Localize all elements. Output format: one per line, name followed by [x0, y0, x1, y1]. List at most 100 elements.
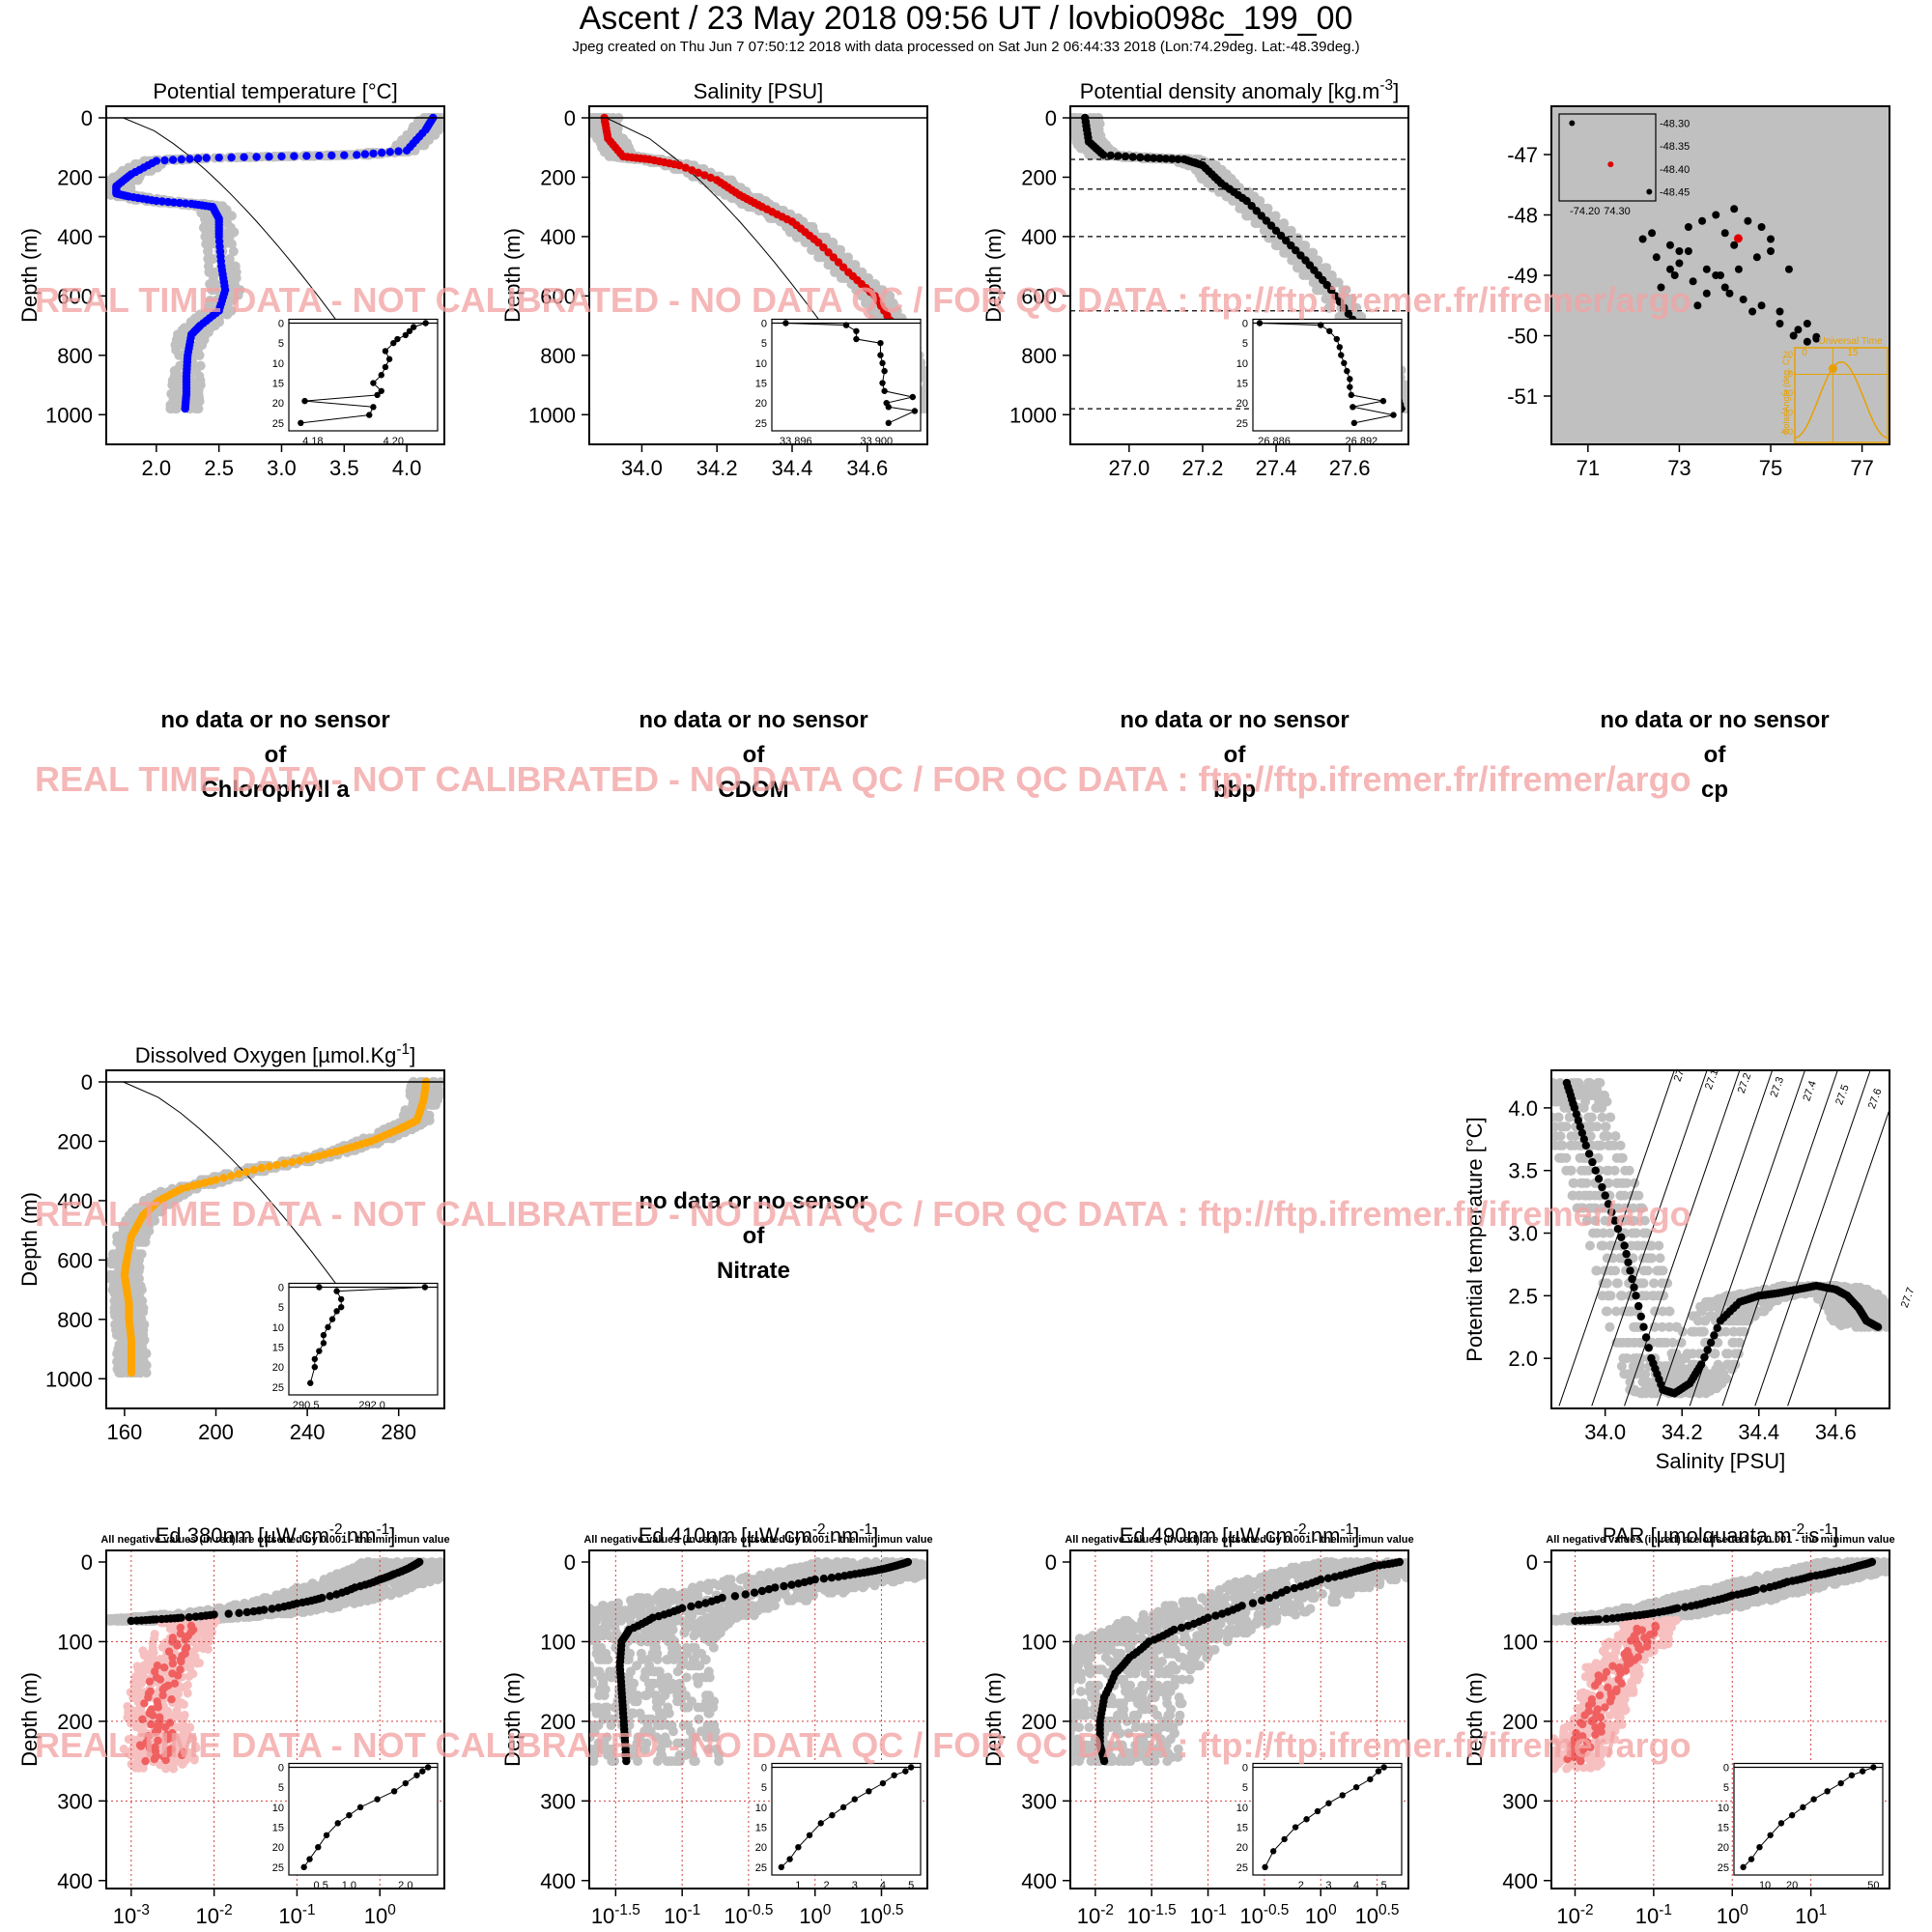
cloud-point: [402, 1110, 412, 1121]
chart-trajectory: -48.30-48.35-48.40-48.45-74.20 74.30Unive…: [1507, 105, 1890, 480]
data-point: [288, 1157, 297, 1167]
inset-y-tick-label: 20: [272, 1362, 284, 1374]
cloud-point: [833, 244, 843, 255]
inset-point: [881, 387, 888, 394]
cloud-point: [1209, 160, 1220, 171]
inset-point: [853, 327, 860, 334]
inset-frame: [288, 318, 439, 432]
inset-point: [378, 372, 384, 379]
cloud-point: [132, 1255, 143, 1265]
x-tick-label: 73: [1667, 456, 1690, 480]
x-tick-label: 3.0: [267, 456, 297, 480]
inset-frame: [1252, 318, 1403, 432]
cloud-point: [1566, 1165, 1576, 1176]
page-subtitle: Jpeg created on Thu Jun 7 07:50:12 2018 …: [572, 39, 1360, 55]
plot-layer: [1638, 205, 1821, 346]
inset-point: [390, 339, 397, 347]
inset-point: [853, 335, 860, 343]
x-tick-label: 77: [1850, 456, 1873, 480]
cloud-point: [1347, 294, 1357, 304]
cloud-point: [1655, 1265, 1665, 1276]
x-tick-label: 27.4: [1256, 456, 1297, 480]
data-point: [272, 1160, 281, 1170]
data-point: [340, 151, 349, 159]
data-point: [227, 1172, 236, 1180]
current-position-marker: [1733, 234, 1743, 243]
cloud-point: [1407, 402, 1408, 404]
y-tick-label: -47: [1507, 143, 1538, 167]
inset-y-tick-label: 0: [761, 319, 767, 330]
data-point: [252, 153, 261, 161]
cloud-point: [149, 1210, 159, 1221]
data-point: [1128, 153, 1137, 161]
inset-point: [320, 1340, 327, 1347]
data-point: [290, 152, 298, 160]
data-point: [1114, 152, 1122, 160]
data-point: [302, 152, 311, 160]
data-point: [402, 146, 412, 155]
data-point: [1271, 226, 1281, 235]
cloud-point: [1411, 404, 1421, 413]
inset-point: [877, 339, 884, 347]
solar-x-tick-label: 15: [1847, 348, 1859, 358]
data-point: [1276, 231, 1286, 241]
plot-frame: [588, 105, 928, 445]
plot-layer: [1070, 113, 1421, 414]
y-tick-label: 0: [81, 106, 93, 130]
inset-y-tick-label: 20: [272, 398, 284, 410]
chart-ts_diagram: 27 27.1 27.2 27.3 27.4 27.5 27.627.734.0 34.2 34…: [1463, 1067, 1917, 1473]
inset-y-tick-label: 5: [1242, 338, 1248, 350]
inset-y-tick-label: 20: [755, 398, 767, 410]
data-point: [1150, 154, 1158, 162]
cloud-point: [225, 222, 236, 233]
cloud-point: [1676, 1337, 1687, 1348]
x-tick-label: 160: [107, 1420, 143, 1444]
inset-y-tick-label: 10: [755, 358, 767, 370]
y-tick-label: 600: [57, 284, 93, 308]
solar-y-tick-label: 0: [1788, 369, 1793, 379]
inset-point: [782, 320, 789, 327]
data-point: [824, 248, 833, 257]
data-point: [838, 263, 848, 271]
inset-point: [311, 1363, 319, 1371]
inset-frame: [288, 1282, 439, 1396]
cloud-point: [849, 260, 860, 270]
data-point: [378, 148, 386, 157]
cloud-point: [1408, 404, 1418, 413]
data-point: [152, 196, 161, 206]
y-tick-label: 800: [540, 344, 576, 368]
data-point: [1257, 212, 1266, 220]
data-point: [235, 1170, 243, 1179]
inset-x-tick-label: 292.0: [358, 1400, 385, 1411]
inset-y-tick-label: 15: [1236, 379, 1248, 390]
trajectory-point: [1675, 247, 1684, 255]
cloud-point: [1242, 211, 1253, 221]
trajectory-point: [1720, 283, 1729, 292]
trajectory-point: [1767, 235, 1776, 243]
solar-y-tick-label: -60: [1780, 427, 1793, 437]
data-point: [694, 168, 702, 177]
data-point: [688, 166, 696, 175]
cloud-point: [1654, 1240, 1664, 1251]
cloud-point: [430, 129, 440, 140]
trajectory-point: [1720, 229, 1729, 238]
solar-x-tick-label: 0: [1802, 348, 1807, 358]
cloud-point: [1272, 241, 1283, 251]
cloud-point: [1236, 203, 1246, 213]
solar-y-label: Solar Angle (deg. C): [1781, 355, 1791, 434]
solar-inset-frame: [1794, 347, 1889, 443]
y-axis-label: Depth (m): [17, 1192, 42, 1287]
cloud-point: [164, 1199, 175, 1209]
cloud-point: [1632, 1228, 1641, 1238]
inset-map-frame: [1558, 113, 1657, 202]
inset-map-x-label: -74.20: [1570, 206, 1600, 217]
y-tick-label: 400: [1021, 225, 1057, 249]
y-tick-label: 400: [57, 225, 93, 249]
cloud-point: [1292, 263, 1302, 273]
inset-point: [1347, 376, 1353, 383]
inset-point: [422, 320, 429, 327]
inset-point: [842, 322, 850, 328]
inset-point: [301, 397, 308, 405]
plot-frame: [105, 1069, 445, 1409]
